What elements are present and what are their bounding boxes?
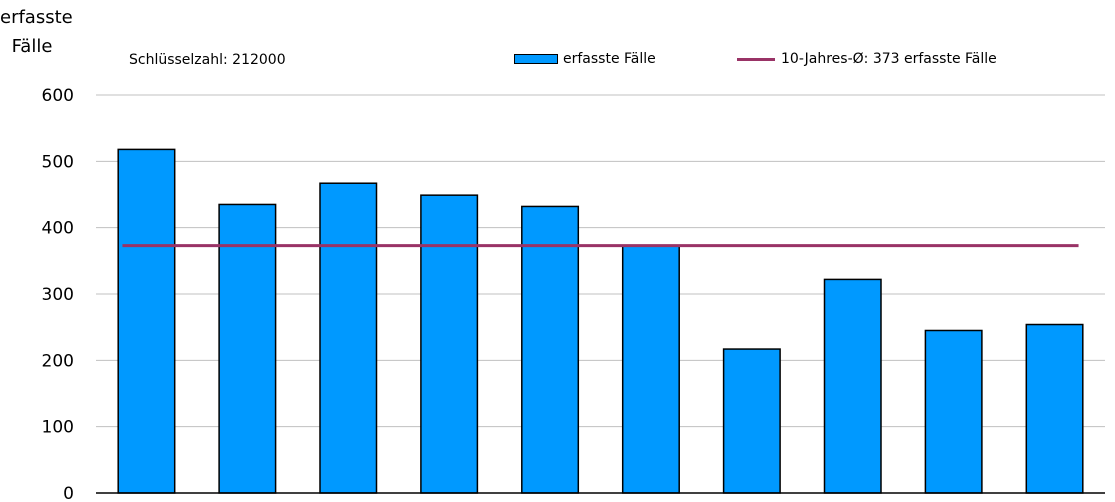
legend-line-label: 10-Jahres-Ø: 373 erfasste Fälle	[781, 51, 997, 67]
bar	[722, 348, 781, 494]
bar	[319, 182, 378, 494]
y-axis-title-line-2: Fälle	[11, 36, 53, 57]
bar	[823, 278, 882, 494]
bar	[521, 205, 580, 494]
y-tick-label: 300	[42, 285, 74, 305]
bar	[218, 203, 277, 494]
y-tick-label: 500	[42, 152, 74, 172]
bar	[924, 329, 983, 494]
y-axis-title-line-1: erfasste	[0, 7, 73, 28]
y-tick-label: 100	[42, 418, 74, 438]
bar	[420, 194, 479, 494]
y-tick-label: 0	[63, 484, 74, 502]
legend-line-swatch	[737, 57, 775, 61]
y-tick-label: 400	[42, 219, 74, 239]
bar	[621, 245, 680, 494]
legend-bar-label: erfasste Fälle	[563, 51, 656, 67]
legend-item-average: 10-Jahres-Ø: 373 erfasste Fälle	[737, 51, 997, 67]
bar	[1025, 323, 1084, 494]
bar	[117, 148, 176, 494]
legend-item-bars: erfasste Fälle	[514, 51, 656, 67]
key-number-note: Schlüsselzahl: 212000	[129, 52, 286, 68]
legend-bar-swatch	[514, 54, 558, 64]
y-axis-title: erfasste Fälle	[0, 7, 73, 57]
y-tick-label: 600	[42, 86, 74, 106]
y-tick-label: 200	[42, 351, 74, 371]
